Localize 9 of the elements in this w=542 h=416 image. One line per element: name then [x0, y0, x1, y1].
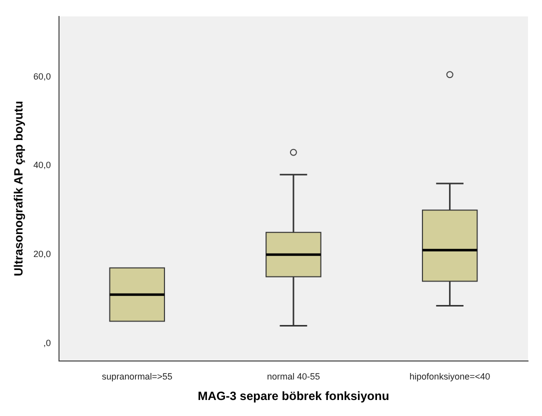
y-tick-label: 60,0 — [33, 71, 51, 82]
y-tick-label: ,0 — [43, 338, 51, 348]
x-axis-title: MAG-3 separe böbrek fonksiyonu — [198, 389, 390, 404]
x-tick-label: normal 40-55 — [266, 372, 320, 382]
y-tick-label: 40,0 — [33, 160, 51, 170]
x-tick-label: hipofonksiyone=<40 — [410, 372, 490, 382]
y-axis-title: Ultrasonografik AP çap boyutu — [12, 100, 26, 276]
x-tick-label: supranormal=>55 — [102, 372, 172, 382]
y-tick-label: 20,0 — [33, 249, 51, 260]
